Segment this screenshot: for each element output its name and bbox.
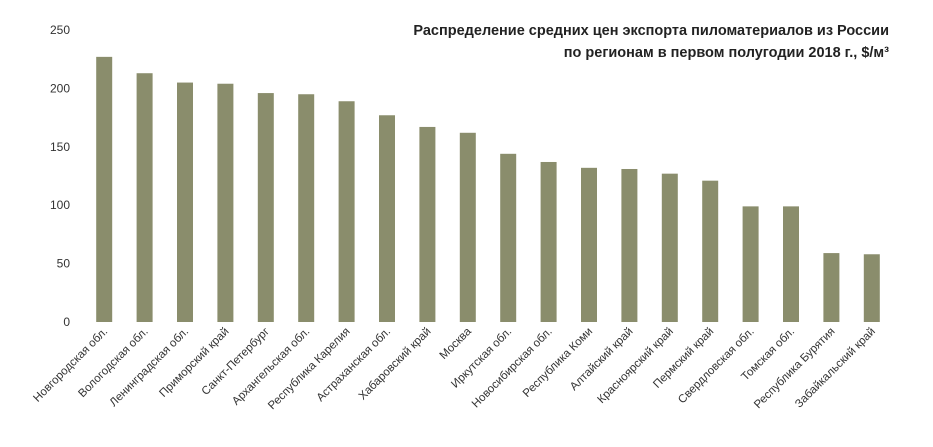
bar xyxy=(217,83,234,322)
x-tick-label: Ленинградская обл. xyxy=(108,326,191,409)
bar xyxy=(823,253,840,322)
bar xyxy=(257,93,274,323)
chart-title-line-1: Распределение средних цен экспорта пилом… xyxy=(413,23,889,39)
bars xyxy=(96,56,880,323)
x-tick-label: Астраханская обл. xyxy=(315,326,394,405)
bar xyxy=(742,206,759,322)
bar xyxy=(863,254,880,322)
x-tick-label: Свердловская обл. xyxy=(676,326,757,407)
x-tick-label: Республика Карелия xyxy=(266,326,353,413)
bar xyxy=(500,153,517,322)
bar xyxy=(702,180,719,322)
y-tick-label: 200 xyxy=(50,81,70,95)
bar xyxy=(621,168,638,322)
x-tick-label: Вологодская обл. xyxy=(76,326,150,400)
y-tick-label: 100 xyxy=(50,198,70,212)
chart-title: Распределение средних цен экспорта пилом… xyxy=(329,20,889,64)
y-tick-label: 150 xyxy=(50,140,70,154)
bar xyxy=(419,126,436,322)
y-axis: 0 50 100 150 200 250 xyxy=(50,23,70,329)
x-tick-label: Санкт-Петербург xyxy=(200,326,272,398)
bar xyxy=(338,101,355,322)
bar xyxy=(661,173,678,322)
x-tick-label: Архангельская обл. xyxy=(230,326,312,408)
bar xyxy=(459,132,476,322)
x-tick-label: Новгородская обл. xyxy=(31,326,110,405)
bar xyxy=(379,115,395,322)
bar xyxy=(783,206,799,322)
y-tick-label: 0 xyxy=(63,315,70,329)
bar xyxy=(136,73,153,322)
y-tick-label: 50 xyxy=(57,257,71,271)
bar xyxy=(298,94,315,323)
x-tick-label: Москва xyxy=(438,325,475,362)
x-tick-label: Забайкальский край xyxy=(793,326,878,411)
x-tick-label: Приморский край xyxy=(157,326,231,400)
x-tick-label: Хабаровский край xyxy=(357,326,434,403)
x-tick-label: Республика Бурятия xyxy=(752,326,837,411)
bar xyxy=(96,56,113,322)
y-tick-label: 250 xyxy=(50,23,70,37)
bar xyxy=(540,161,557,322)
x-tick-label: Республика Коми xyxy=(521,326,595,400)
chart-title-line-2: по регионам в первом полугодии 2018 г., … xyxy=(563,45,889,61)
x-axis: Новгородская обл.Вологодская обл.Ленингр… xyxy=(31,325,878,412)
x-tick-label: Новосибирская обл. xyxy=(470,326,555,411)
bar xyxy=(581,167,597,322)
bar xyxy=(177,82,193,322)
x-tick-label: Красноярский край xyxy=(596,326,676,406)
